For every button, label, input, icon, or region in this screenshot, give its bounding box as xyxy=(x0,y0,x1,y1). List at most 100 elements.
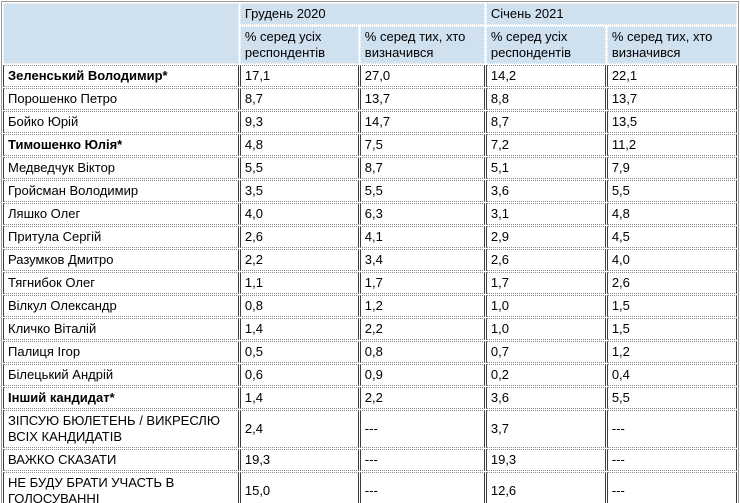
value-cell: 8,8 xyxy=(485,88,606,110)
value-cell: 6,3 xyxy=(359,203,485,225)
table-row: ВАЖКО СКАЗАТИ 19,3 --- 19,3 --- xyxy=(3,449,737,471)
value-cell: 1,0 xyxy=(485,318,606,340)
value-cell: 13,7 xyxy=(359,88,485,110)
column-group-january-2021: Січень 2021 xyxy=(485,3,737,25)
value-cell: 5,5 xyxy=(606,180,737,202)
candidate-name-cell: Ляшко Олег xyxy=(3,203,239,225)
value-cell: 17,1 xyxy=(239,65,359,87)
value-cell: 3,6 xyxy=(485,387,606,409)
candidate-name-cell: Тимошенко Юлія* xyxy=(3,134,239,156)
value-cell: 1,7 xyxy=(359,272,485,294)
subheader-decided-dec: % серед тих, хто визначився xyxy=(359,26,485,64)
candidate-name-cell: Палиця Ігор xyxy=(3,341,239,363)
value-cell: --- xyxy=(359,472,485,503)
table-row: Тягнибок Олег 1,1 1,7 1,7 2,6 xyxy=(3,272,737,294)
candidate-name-cell: Медведчук Віктор xyxy=(3,157,239,179)
value-cell: --- xyxy=(606,410,737,448)
candidate-name-cell: Гройсман Володимир xyxy=(3,180,239,202)
value-cell: 1,2 xyxy=(606,341,737,363)
value-cell: 1,4 xyxy=(239,318,359,340)
candidate-name-cell: Вілкул Олександр xyxy=(3,295,239,317)
value-cell: 9,3 xyxy=(239,111,359,133)
value-cell: 2,2 xyxy=(359,387,485,409)
value-cell: 2,2 xyxy=(239,249,359,271)
corner-cell xyxy=(3,3,239,64)
value-cell: 22,1 xyxy=(606,65,737,87)
value-cell: 2,6 xyxy=(485,249,606,271)
value-cell: --- xyxy=(359,449,485,471)
candidate-name-cell: Зеленський Володимир* xyxy=(3,65,239,87)
value-cell: 0,7 xyxy=(485,341,606,363)
value-cell: 27,0 xyxy=(359,65,485,87)
value-cell: 13,5 xyxy=(606,111,737,133)
value-cell: 8,7 xyxy=(359,157,485,179)
subheader-all-respondents-dec: % серед усіх респондентів xyxy=(239,26,359,64)
candidate-name-cell: Порошенко Петро xyxy=(3,88,239,110)
value-cell: 19,3 xyxy=(239,449,359,471)
value-cell: 19,3 xyxy=(485,449,606,471)
subheader-all-respondents-jan: % серед усіх респондентів xyxy=(485,26,606,64)
value-cell: 5,1 xyxy=(485,157,606,179)
value-cell: 3,7 xyxy=(485,410,606,448)
value-cell: 14,7 xyxy=(359,111,485,133)
value-cell: 7,9 xyxy=(606,157,737,179)
candidate-name-cell: Разумков Дмитро xyxy=(3,249,239,271)
value-cell: 3,4 xyxy=(359,249,485,271)
value-cell: 4,5 xyxy=(606,226,737,248)
table-row: Гройсман Володимир 3,5 5,5 3,6 5,5 xyxy=(3,180,737,202)
candidate-name-cell: ВАЖКО СКАЗАТИ xyxy=(3,449,239,471)
value-cell: 5,5 xyxy=(359,180,485,202)
header-group-row: Грудень 2020 Січень 2021 xyxy=(3,3,737,64)
candidate-name-cell: Тягнибок Олег xyxy=(3,272,239,294)
value-cell: 0,9 xyxy=(359,364,485,386)
table-row: Медведчук Віктор 5,5 8,7 5,1 7,9 xyxy=(3,157,737,179)
value-cell: --- xyxy=(606,449,737,471)
table-row: Білецький Андрій 0,6 0,9 0,2 0,4 xyxy=(3,364,737,386)
candidate-name-cell: Бойко Юрій xyxy=(3,111,239,133)
table-row: Порошенко Петро 8,7 13,7 8,8 13,7 xyxy=(3,88,737,110)
candidate-name-cell: Інший кандидат* xyxy=(3,387,239,409)
value-cell: 14,2 xyxy=(485,65,606,87)
value-cell: 2,6 xyxy=(239,226,359,248)
value-cell: 0,8 xyxy=(359,341,485,363)
value-cell: 5,5 xyxy=(606,387,737,409)
candidate-name-cell: Кличко Віталій xyxy=(3,318,239,340)
table-row: Кличко Віталій 1,4 2,2 1,0 1,5 xyxy=(3,318,737,340)
header-sub-row: % серед усіх респондентів % серед тих, х… xyxy=(3,26,737,64)
value-cell: 5,5 xyxy=(239,157,359,179)
table-row: Вілкул Олександр 0,8 1,2 1,0 1,5 xyxy=(3,295,737,317)
value-cell: 2,2 xyxy=(359,318,485,340)
value-cell: 1,5 xyxy=(606,318,737,340)
value-cell: 0,5 xyxy=(239,341,359,363)
value-cell: 2,6 xyxy=(606,272,737,294)
value-cell: --- xyxy=(606,472,737,503)
value-cell: 1,4 xyxy=(239,387,359,409)
table-row: Тимошенко Юлія* 4,8 7,5 7,2 11,2 xyxy=(3,134,737,156)
value-cell: 13,7 xyxy=(606,88,737,110)
candidate-name-cell: НЕ БУДУ БРАТИ УЧАСТЬ В ГОЛОСУВАННІ xyxy=(3,472,239,503)
candidate-name-cell: ЗІПСУЮ БЮЛЕТЕНЬ / ВИКРЕСЛЮ ВСІХ КАНДИДАТ… xyxy=(3,410,239,448)
table-row: Бойко Юрій 9,3 14,7 8,7 13,5 xyxy=(3,111,737,133)
column-group-december-2020: Грудень 2020 xyxy=(239,3,485,25)
candidate-name-cell: Білецький Андрій xyxy=(3,364,239,386)
value-cell: --- xyxy=(359,410,485,448)
value-cell: 3,5 xyxy=(239,180,359,202)
table-row: Разумков Дмитро 2,2 3,4 2,6 4,0 xyxy=(3,249,737,271)
value-cell: 2,4 xyxy=(239,410,359,448)
value-cell: 7,2 xyxy=(485,134,606,156)
value-cell: 11,2 xyxy=(606,134,737,156)
table-row: НЕ БУДУ БРАТИ УЧАСТЬ В ГОЛОСУВАННІ 15,0 --… xyxy=(3,472,737,503)
table-row: Ляшко Олег 4,0 6,3 3,1 4,8 xyxy=(3,203,737,225)
value-cell: 1,2 xyxy=(359,295,485,317)
table-row: ЗІПСУЮ БЮЛЕТЕНЬ / ВИКРЕСЛЮ ВСІХ КАНДИДАТ… xyxy=(3,410,737,448)
value-cell: 15,0 xyxy=(239,472,359,503)
value-cell: 2,9 xyxy=(485,226,606,248)
value-cell: 4,0 xyxy=(606,249,737,271)
value-cell: 12,6 xyxy=(485,472,606,503)
value-cell: 1,7 xyxy=(485,272,606,294)
value-cell: 0,8 xyxy=(239,295,359,317)
value-cell: 4,1 xyxy=(359,226,485,248)
value-cell: 7,5 xyxy=(359,134,485,156)
